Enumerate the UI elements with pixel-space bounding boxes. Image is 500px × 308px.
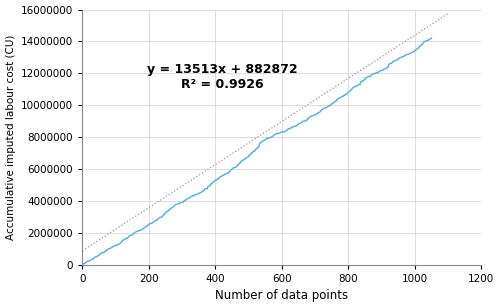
X-axis label: Number of data points: Number of data points bbox=[216, 290, 348, 302]
Text: y = 13513x + 882872
R² = 0.9926: y = 13513x + 882872 R² = 0.9926 bbox=[146, 63, 298, 91]
Y-axis label: Accumulative imputed labour cost (CU): Accumulative imputed labour cost (CU) bbox=[6, 34, 16, 240]
